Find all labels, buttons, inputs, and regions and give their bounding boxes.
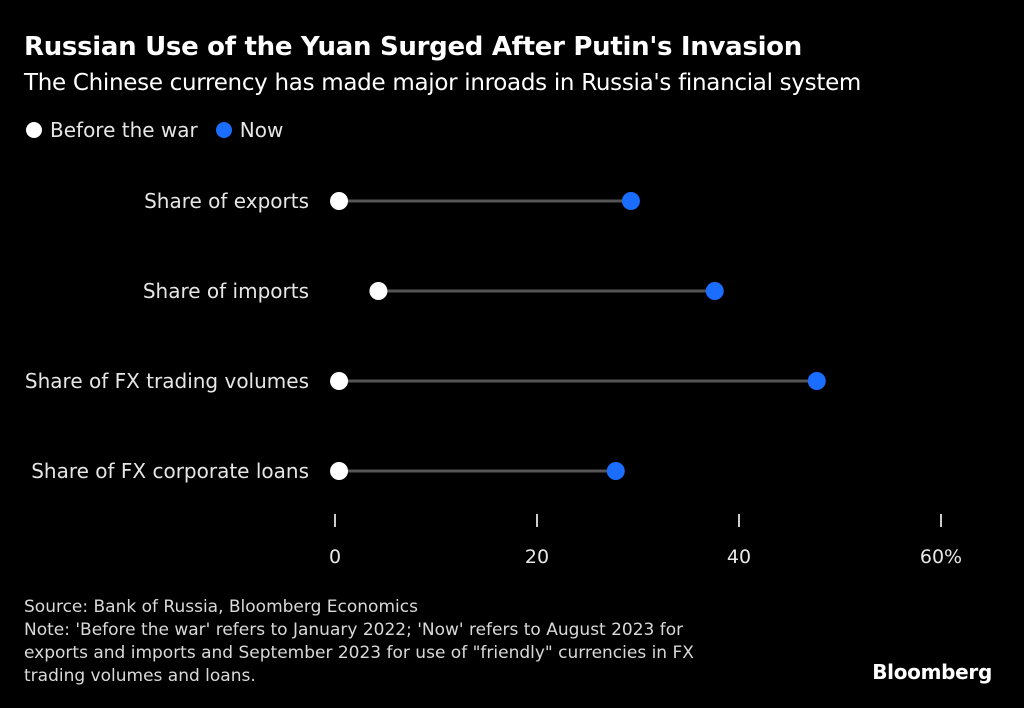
before-point (369, 282, 388, 300)
x-tick-label: 20 (525, 546, 549, 568)
bloomberg-logo: Bloomberg (872, 660, 992, 684)
now-point (606, 462, 625, 480)
category-label: Share of FX corporate loans (31, 459, 309, 483)
footer-notes: Source: Bank of Russia, Bloomberg Econom… (24, 596, 784, 688)
legend-label-before: Before the war (50, 118, 198, 142)
note-line: trading volumes and loans. (24, 666, 256, 686)
category-label: Share of exports (144, 189, 309, 213)
legend-dot-now-icon (215, 122, 232, 138)
x-tick-label: 40 (727, 546, 751, 568)
chart-subtitle: The Chinese currency has made major inro… (24, 70, 862, 96)
before-point (330, 462, 349, 480)
before-point (330, 372, 349, 390)
now-point (807, 372, 826, 390)
x-tick-label: 0 (329, 546, 341, 568)
chart-title: Russian Use of the Yuan Surged After Put… (24, 32, 802, 62)
legend-item-before: Before the war (26, 118, 198, 142)
legend: Before the war Now (26, 118, 301, 142)
note-line: exports and imports and September 2023 f… (24, 643, 694, 663)
now-point (705, 282, 724, 300)
note-line: Note: 'Before the war' refers to January… (24, 620, 684, 640)
legend-dot-before-icon (26, 122, 42, 138)
category-label: Share of imports (143, 279, 309, 303)
legend-label-now: Now (239, 118, 284, 142)
category-label: Share of FX trading volumes (25, 369, 309, 393)
x-tick-label: 60% (920, 546, 962, 568)
legend-item-now: Now (215, 118, 284, 142)
source-text: Source: Bank of Russia, Bloomberg Econom… (24, 597, 418, 617)
before-point (330, 192, 349, 210)
now-point (621, 192, 640, 210)
